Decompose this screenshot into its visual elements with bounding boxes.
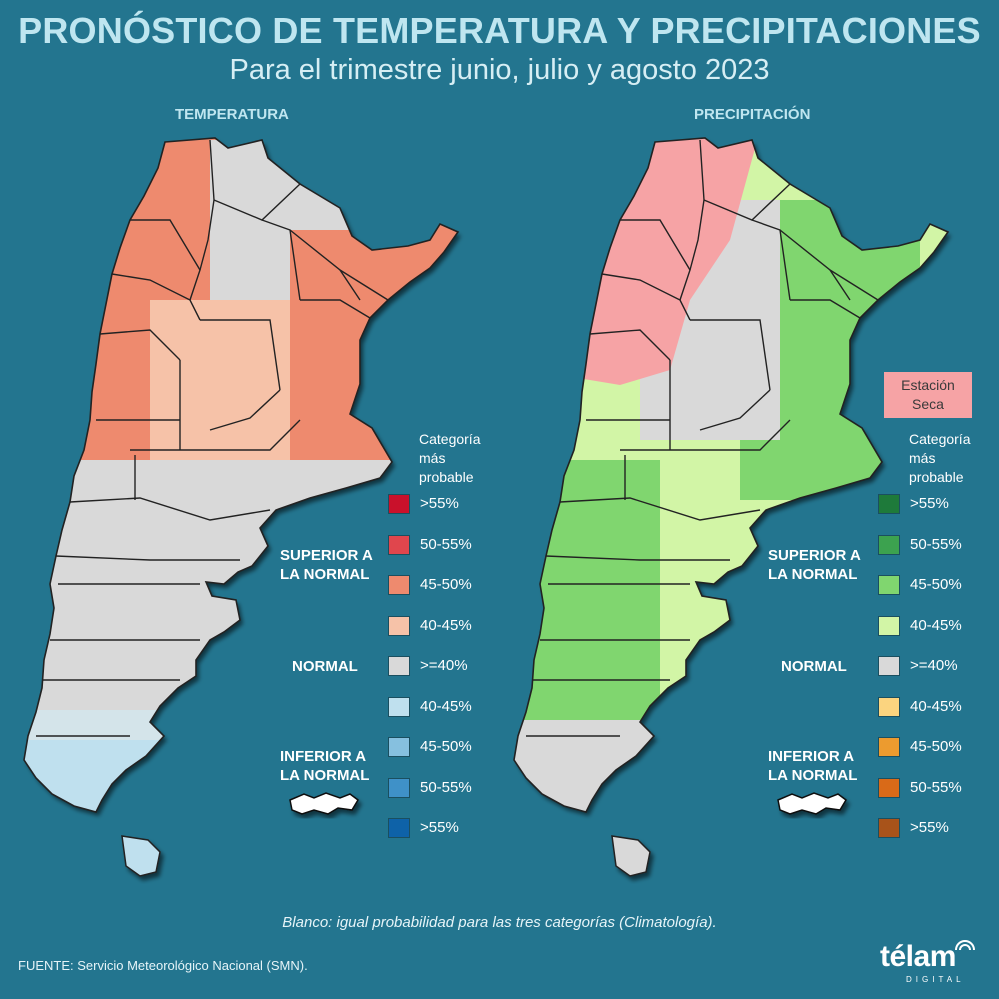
temp-malvinas-islands [289, 792, 359, 815]
prec-zone-andes-above-45 [514, 460, 660, 720]
temperature-legend-swatch [388, 534, 410, 555]
province-border [300, 299, 371, 319]
temperature-legend-label: >55% [420, 495, 459, 512]
temperature-legend-label: 45-50% [420, 576, 472, 593]
precipitation-legend-label: 50-55% [910, 778, 962, 796]
province-border [589, 329, 671, 361]
temperature-group-normal: NORMAL [292, 658, 358, 675]
province-border [690, 319, 771, 391]
province-border [99, 329, 181, 361]
prec-zone-south-normal [514, 720, 948, 812]
precipitation-group-superior: SUPERIOR A LA NORMAL [768, 547, 861, 583]
signal-icon [955, 940, 975, 951]
temperature-legend-label: 45-50% [420, 738, 472, 755]
temperature-legend-label: 40-45% [420, 616, 472, 634]
precipitation-legend-swatch [878, 737, 900, 757]
precipitation-legend-label: 50-55% [910, 535, 962, 553]
temperature-legend-label: 50-55% [420, 535, 472, 553]
footnote: Blanco: igual probabilidad para las tres… [282, 914, 717, 931]
temperature-legend-swatch [388, 494, 410, 514]
precipitation-legend-swatch [878, 575, 900, 595]
temp-zone-chaco-normal [280, 150, 400, 230]
precipitation-legend-label: 45-50% [910, 738, 962, 755]
province-border [55, 555, 240, 561]
temperature-legend-swatch [388, 656, 410, 676]
source-credit: FUENTE: Servicio Meteorológico Nacional … [18, 958, 308, 973]
page-subtitle: Para el trimestre junio, julio y agosto … [229, 54, 770, 86]
province-border [209, 389, 281, 431]
telam-logo: télam DIGITAL [880, 940, 980, 990]
temperature-legend-label: 40-45% [420, 697, 472, 715]
temperature-legend-swatch [388, 777, 410, 798]
precipitation-group-inferior: INFERIOR A LA NORMAL [768, 748, 858, 784]
province-border [601, 273, 691, 321]
logo-sub: DIGITAL [906, 975, 965, 984]
province-border [620, 419, 791, 451]
precipitation-legend-swatch [878, 777, 900, 798]
precipitation-map [513, 137, 950, 877]
precipitation-legend-label: 45-50% [910, 576, 962, 593]
province-border [559, 497, 761, 521]
temperature-map [23, 137, 460, 877]
precipitation-legend-label: >55% [910, 495, 949, 512]
province-border [790, 299, 861, 319]
precipitation-legend-swatch [878, 818, 900, 838]
province-border [339, 269, 389, 301]
province-border [69, 497, 271, 521]
temperature-legend-title: Categoría más probable [419, 431, 481, 485]
prec-malvinas-islands [777, 792, 847, 815]
temperature-legend-swatch [388, 615, 410, 636]
precipitation-group-normal: NORMAL [781, 658, 847, 675]
temperature-province-borders [36, 139, 389, 737]
province-border [111, 273, 201, 321]
temperature-legend-label: >=40% [420, 657, 468, 674]
precipitation-legend-label: >55% [910, 819, 949, 836]
province-border [130, 419, 301, 451]
precipitation-province-borders [526, 139, 879, 737]
temp-tierra-del-fuego [121, 835, 161, 877]
temperature-group-superior: SUPERIOR A LA NORMAL [280, 547, 373, 583]
precipitation-legend-swatch [878, 534, 900, 555]
precipitation-legend-swatch [878, 656, 900, 676]
temperature-legend-label: >55% [420, 819, 459, 836]
precipitation-map-heading: PRECIPITACIÓN [694, 106, 811, 123]
logo-word: télam [880, 940, 956, 973]
precipitation-legend-swatch [878, 696, 900, 717]
province-border [199, 139, 215, 271]
temperature-legend-swatch [388, 696, 410, 717]
temperature-map-heading: TEMPERATURA [175, 106, 289, 123]
province-border [620, 219, 691, 301]
province-border [200, 319, 281, 391]
precipitation-legend-label: 40-45% [910, 616, 962, 634]
precipitation-legend-label: 40-45% [910, 697, 962, 715]
temperature-group-inferior: INFERIOR A LA NORMAL [280, 748, 370, 784]
temperature-legend-swatch [388, 737, 410, 757]
province-border [130, 219, 201, 301]
temp-zone-northeast-normal [210, 140, 290, 300]
province-border [829, 269, 879, 301]
dry-season-box: Estación Seca [884, 372, 972, 418]
prec-tierra-del-fuego [611, 835, 651, 877]
precipitation-legend-swatch [878, 615, 900, 636]
temperature-legend-label: 50-55% [420, 778, 472, 796]
temperature-legend-swatch [388, 818, 410, 838]
precipitation-legend-label: >=40% [910, 657, 958, 674]
province-border [545, 555, 730, 561]
page-title: PRONÓSTICO DE TEMPERATURA Y PRECIPITACIO… [18, 10, 981, 51]
precipitation-legend-swatch [878, 494, 900, 514]
temperature-legend-swatch [388, 575, 410, 595]
precipitation-legend-title: Categoría más probable [909, 431, 971, 485]
province-border [689, 139, 705, 271]
province-border [699, 389, 771, 431]
